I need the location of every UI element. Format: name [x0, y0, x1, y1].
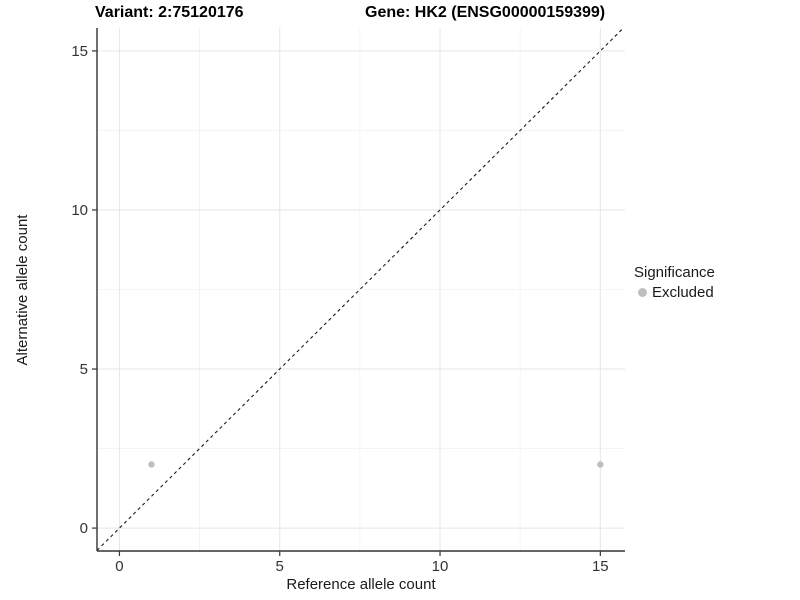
x-axis-label: Reference allele count: [286, 576, 436, 593]
data-point: [597, 461, 604, 468]
grid-layer: [97, 28, 625, 551]
reference-line-layer: [96, 27, 624, 551]
y-tick-label: 0: [80, 520, 88, 537]
data-point-layer: [148, 461, 604, 468]
y-tick-label: 15: [71, 43, 88, 60]
legend-items: Excluded: [634, 284, 715, 301]
x-tick-label: 15: [592, 558, 609, 575]
y-axis-label: Alternative allele count: [14, 214, 31, 366]
legend-point-swatch: [638, 288, 647, 297]
data-point: [148, 461, 155, 468]
axis-layer: 0 5 10 15 0 5 10 15: [71, 28, 625, 575]
identity-line: [96, 27, 624, 551]
legend: Significance Excluded: [634, 264, 715, 301]
legend-item: Excluded: [634, 284, 715, 301]
plot-title-variant: Variant: 2:75120176: [95, 4, 244, 21]
legend-title: Significance: [634, 264, 715, 281]
x-tick-label: 5: [276, 558, 284, 575]
plot-title-gene: Gene: HK2 (ENSG00000159399): [365, 4, 606, 21]
y-tick-label: 5: [80, 361, 88, 378]
legend-item-label: Excluded: [652, 284, 714, 301]
x-tick-label: 0: [115, 558, 123, 575]
y-tick-label: 10: [71, 202, 88, 219]
x-tick-label: 10: [432, 558, 449, 575]
